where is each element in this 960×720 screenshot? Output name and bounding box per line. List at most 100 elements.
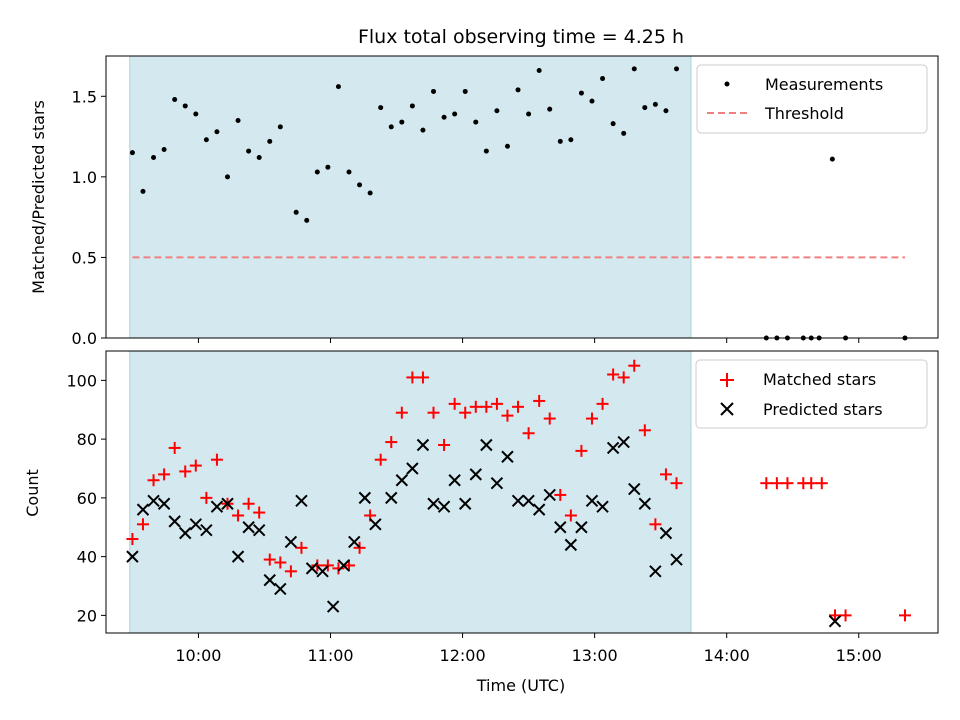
- legend-measurements-marker: [724, 81, 730, 87]
- predicted-star-point: [263, 573, 276, 587]
- matched-star-point: [659, 468, 672, 481]
- matched-star-point: [395, 406, 408, 419]
- matched-star-point: [533, 394, 546, 407]
- y-tick-label: 20: [77, 606, 97, 625]
- measurement-point: [172, 97, 178, 103]
- measurement-point: [652, 101, 658, 107]
- bottom-legend: Matched stars Predicted stars: [695, 359, 928, 429]
- top-panel-y-axis-label: Matched/Predicted stars: [29, 100, 48, 294]
- predicted-star-point: [606, 441, 620, 455]
- matched-star-point: [781, 477, 794, 490]
- measurement-point: [473, 119, 479, 125]
- matched-star-point: [274, 556, 287, 569]
- measurement-point: [235, 117, 241, 123]
- matched-star-point: [126, 533, 139, 545]
- matched-star-point: [617, 371, 630, 384]
- matched-star-point: [374, 453, 387, 466]
- measurement-point: [399, 119, 405, 125]
- matched-star-point: [284, 565, 297, 578]
- y-tick-label: 80: [77, 430, 97, 449]
- matched-star-point: [200, 491, 213, 504]
- predicted-star-point: [490, 476, 504, 490]
- matched-star-point: [575, 444, 588, 457]
- matched-star-point: [147, 474, 160, 487]
- predicted-star-point: [358, 491, 372, 505]
- shaded-observing-window: [129, 55, 692, 339]
- measurement-point: [547, 106, 553, 112]
- matched-star-point: [438, 439, 451, 451]
- predicted-star-point: [448, 474, 461, 487]
- predicted-star-point: [189, 518, 203, 531]
- top-legend-frame: [696, 64, 928, 134]
- shaded-observing-window: [129, 350, 692, 634]
- matched-star-point: [628, 359, 641, 372]
- matched-star-point: [469, 400, 482, 413]
- predicted-star-point: [252, 523, 266, 537]
- matched-star-point: [480, 400, 493, 413]
- matched-star-point: [168, 441, 181, 454]
- matched-star-point: [839, 609, 852, 622]
- predicted-star-point: [532, 503, 546, 516]
- measurement-point: [589, 98, 595, 104]
- measurement-point: [357, 182, 363, 188]
- legend-predicted-stars-marker: [720, 402, 734, 416]
- predicted-star-point: [628, 482, 641, 496]
- measurement-point: [462, 88, 468, 94]
- matched-star-point: [490, 397, 503, 410]
- predicted-star-point: [511, 494, 525, 508]
- measurement-point: [346, 169, 352, 175]
- measurements-series: [129, 66, 908, 341]
- y-tick-label: 1.0: [72, 168, 97, 187]
- y-tick-label: 60: [77, 489, 97, 508]
- predicted-star-point: [522, 494, 535, 508]
- predicted-star-point: [543, 488, 556, 502]
- matched-star-point: [311, 559, 324, 572]
- measurement-point: [504, 143, 510, 149]
- predicted-stars-series: [126, 435, 842, 628]
- matched-star-point: [263, 553, 276, 566]
- predicted-star-point: [480, 438, 493, 452]
- predicted-star-point: [385, 491, 398, 505]
- measurement-point: [568, 137, 574, 143]
- y-tick-label: 1.5: [72, 87, 97, 106]
- bottom-panel-y-ticks: 20 40 60 80 100: [66, 371, 106, 625]
- matched-star-point: [770, 477, 783, 490]
- top-panel: 0.0 0.5 1.0 1.5 Matched/Predicted stars Mea…: [29, 55, 939, 348]
- predicted-star-point: [659, 526, 673, 540]
- x-tick-label: 15:00: [836, 646, 882, 665]
- top-legend: Measurements Threshold: [696, 64, 928, 134]
- matched-star-point: [295, 541, 308, 554]
- matched-star-point: [406, 371, 419, 384]
- matched-star-point: [554, 488, 567, 501]
- measurement-point: [161, 146, 167, 152]
- x-tick-label: 12:00: [440, 646, 486, 665]
- measurement-point: [610, 121, 616, 127]
- matched-star-point: [136, 518, 149, 531]
- predicted-star-point: [221, 497, 234, 510]
- predicted-star-point: [427, 497, 440, 510]
- legend-matched-stars-label: Matched stars: [763, 370, 876, 389]
- top-panel-y-ticks: 0.0 0.5 1.0 1.5: [72, 87, 106, 348]
- measurement-point: [441, 114, 447, 120]
- matched-star-point: [815, 477, 828, 490]
- bottom-panel-shaded-region: [129, 350, 692, 634]
- matched-star-point: [522, 427, 535, 440]
- measurement-point: [214, 129, 220, 135]
- measurement-point: [325, 164, 331, 170]
- predicted-star-point: [596, 500, 609, 513]
- matched-star-point: [805, 477, 818, 490]
- measurement-point: [129, 150, 135, 156]
- bottom-panel-y-axis-label: Count: [23, 469, 42, 517]
- bottom-panel: 20 40 60 80 100 10:00 11:00 12:00 13:00 14:00 15:…: [23, 350, 939, 695]
- measurement-point: [515, 87, 521, 93]
- matched-star-point: [649, 518, 662, 531]
- matched-stars-series: [126, 359, 911, 622]
- measurement-point: [452, 111, 458, 117]
- predicted-star-point: [157, 497, 171, 510]
- matched-star-point: [210, 453, 223, 466]
- chart-title: Flux total observing time = 4.25 h: [358, 26, 684, 48]
- measurement-point: [367, 190, 373, 196]
- legend-threshold-label: Threshold: [764, 104, 844, 123]
- x-axis-label: Time (UTC): [476, 676, 565, 695]
- legend-predicted-stars-label: Predicted stars: [763, 400, 883, 419]
